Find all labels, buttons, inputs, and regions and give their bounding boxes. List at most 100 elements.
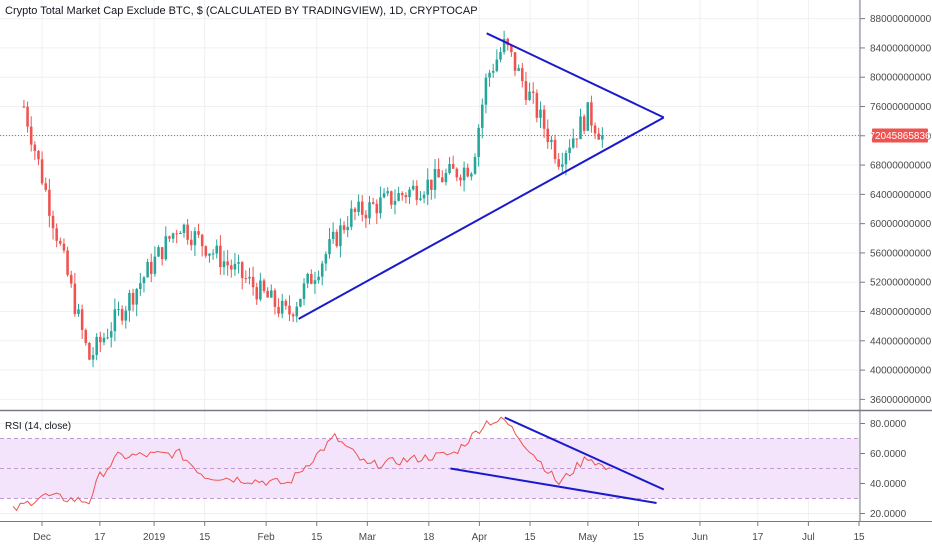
candle-body — [561, 164, 564, 167]
candle-body — [299, 298, 302, 307]
candle-body — [175, 233, 178, 235]
candle-body — [26, 106, 29, 127]
rsi-tick-label: 80.0000 — [870, 419, 907, 430]
candle-body — [219, 245, 222, 268]
candle-body — [491, 71, 495, 73]
candle-body — [564, 153, 568, 165]
candle-body — [29, 126, 33, 145]
y-tick-label: 76000000000 — [870, 102, 932, 113]
candle-body — [149, 261, 153, 274]
y-tick-label: 88000000000 — [870, 14, 932, 25]
candle-body — [157, 247, 160, 257]
price-gridlines — [0, 0, 860, 521]
x-tick-label: 18 — [423, 532, 435, 543]
candle-body — [244, 278, 248, 280]
candle-body — [448, 163, 451, 173]
candle-body — [40, 159, 44, 184]
candle-body — [601, 135, 604, 140]
candle-body — [459, 177, 462, 181]
candle-body — [302, 283, 306, 299]
candle-body — [346, 226, 349, 230]
candle-body — [251, 276, 255, 288]
candle-body — [335, 231, 339, 247]
candle-body — [226, 261, 229, 266]
candle-body — [542, 109, 546, 129]
x-tick-label: Jul — [802, 532, 815, 543]
candle-body — [466, 167, 470, 177]
x-tick-label: 15 — [633, 532, 645, 543]
candle-body — [477, 127, 480, 158]
candle-body — [164, 236, 168, 260]
candle-body — [73, 283, 77, 315]
candle-body — [451, 163, 455, 169]
candle-body — [113, 309, 117, 332]
x-tick-label: 15 — [311, 532, 323, 543]
candle-body — [473, 157, 477, 174]
x-tick-label: May — [578, 532, 597, 543]
candle-body — [182, 224, 186, 233]
candle-body — [69, 274, 73, 284]
candle-body — [284, 300, 288, 306]
candle-body — [393, 200, 397, 205]
candle-body — [88, 342, 91, 360]
x-tick-label: Jun — [692, 532, 708, 543]
candle-body — [280, 300, 284, 314]
candle-body — [455, 168, 459, 178]
candle-body — [91, 355, 95, 360]
x-tick-label: Feb — [258, 532, 276, 543]
candle-body — [535, 92, 539, 118]
candle-body — [142, 277, 146, 284]
candle-body — [430, 179, 433, 190]
last-price-tag: 72045865836 — [869, 128, 931, 143]
price-trendline — [298, 116, 665, 320]
rsi-trendline — [450, 467, 657, 504]
x-tick-label: 15 — [524, 532, 536, 543]
price-trendlines — [298, 32, 665, 320]
rsi-tick-label: 40.0000 — [870, 479, 907, 490]
candle-body — [419, 198, 422, 200]
candle-body — [426, 179, 429, 195]
candle-body — [313, 280, 317, 284]
candle-body — [571, 138, 575, 148]
rsi-trendline — [504, 416, 665, 491]
candle-body — [317, 276, 320, 281]
candle-body — [153, 256, 157, 274]
candle-body — [368, 202, 371, 219]
candle-body — [255, 287, 259, 300]
candle-body — [197, 231, 200, 235]
candle-body — [593, 125, 597, 134]
candle-body — [586, 102, 590, 131]
rsi-band-lines — [0, 438, 860, 499]
x-tick-label: 17 — [752, 532, 764, 543]
y-tick-label: 48000000000 — [870, 307, 932, 318]
candle-body — [513, 52, 517, 71]
candle-body — [22, 106, 26, 108]
candle-body — [160, 247, 164, 260]
candle-body — [342, 225, 346, 230]
candle-body — [189, 239, 193, 246]
candle-body — [400, 193, 404, 196]
candle-body — [237, 262, 240, 264]
candle-body — [506, 38, 510, 46]
candle-body — [499, 52, 502, 60]
candle-body — [240, 262, 244, 279]
candle-body — [517, 68, 520, 71]
rsi-y-axis: 20.0000 40.0000 60.0000 80.0000 — [860, 419, 907, 520]
candle-body — [200, 234, 204, 247]
y-tick-label: 44000000000 — [870, 336, 932, 347]
candle-body — [233, 263, 237, 270]
candle-body — [422, 194, 426, 199]
y-tick-label: 52000000000 — [870, 278, 932, 289]
candle-body — [168, 236, 171, 239]
candle-body — [109, 331, 113, 338]
candle-body — [124, 310, 128, 321]
y-tick-label: 84000000000 — [870, 43, 932, 54]
candle-body — [131, 292, 135, 305]
y-tick-label: 36000000000 — [870, 395, 932, 406]
candle-body — [186, 224, 189, 240]
candle-body — [273, 290, 277, 307]
candle-body — [310, 273, 313, 284]
candle-body — [128, 292, 131, 311]
candle-body — [404, 195, 408, 198]
